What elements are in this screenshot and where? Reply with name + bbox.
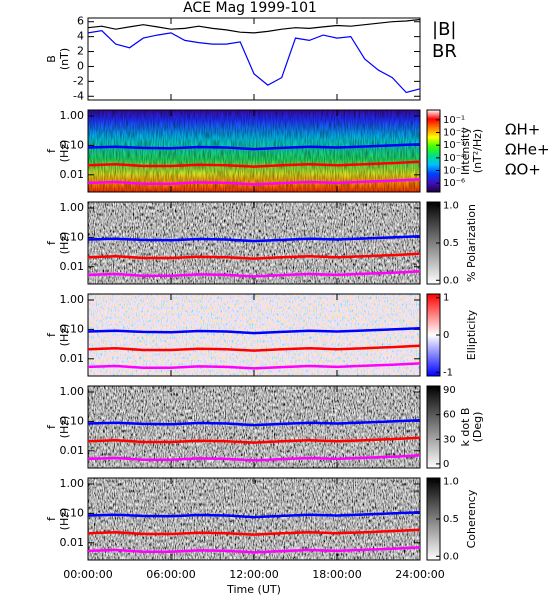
y-axis-label: f: [45, 148, 58, 153]
colorbar-label: (Deg): [471, 412, 484, 443]
colorbar-tick-label: 30: [443, 434, 456, 445]
y-tick-label: 1.00: [60, 293, 85, 306]
data-line: [87, 528, 421, 536]
colorbar-tick-label: 10⁻¹: [443, 115, 465, 126]
y-tick-label: 2: [77, 45, 84, 58]
colorbar-tick-label: 0: [443, 330, 449, 341]
colorbar-label: Coherency: [465, 489, 478, 548]
data-line: [87, 30, 421, 94]
colorbar-tick-label: 10⁻²: [443, 128, 465, 139]
y-axis-label: (Hz): [58, 508, 71, 531]
y-axis-label: (nT): [58, 48, 71, 70]
y-axis-label: B: [45, 55, 58, 63]
colorbar: [426, 385, 441, 469]
y-tick-label: -2: [73, 74, 84, 87]
spectrogram-texture: [88, 110, 420, 192]
colorbar-tick-label: 90: [443, 385, 456, 396]
data-line: [87, 252, 421, 260]
data-line: [87, 178, 421, 186]
data-line: [87, 510, 421, 519]
y-axis-label: (Hz): [58, 140, 71, 163]
colorbar-tick-label: 10⁻⁶: [443, 178, 465, 189]
y-axis-label: f: [45, 240, 58, 245]
colorbar-tick-label: 10⁻⁴: [443, 153, 465, 164]
data-line: [87, 234, 421, 243]
y-tick-label: 1.00: [60, 201, 85, 214]
spectrogram-image: [88, 294, 420, 376]
y-tick-label: 0.10: [60, 230, 85, 243]
legend-label: BR: [432, 41, 457, 62]
data-line: [87, 362, 421, 370]
y-axis-label: (Hz): [58, 232, 71, 255]
data-line: [87, 454, 421, 462]
y-tick-label: 0: [77, 59, 84, 72]
y-axis-label: f: [45, 516, 58, 521]
y-tick-label: 0.01: [60, 536, 85, 549]
y-tick-label: 0.10: [60, 506, 85, 519]
y-tick-label: 0.10: [60, 138, 85, 151]
data-line: [87, 270, 421, 278]
y-tick-label: 0.10: [60, 322, 85, 335]
data-line: [87, 326, 421, 335]
x-tick-label: 24:00:00: [395, 568, 444, 581]
chart-title: ACE Mag 1999-101: [183, 0, 317, 16]
colorbar-label: % Polarization: [465, 204, 478, 282]
x-tick-label: 18:00:00: [312, 568, 361, 581]
colorbar-tick-label: 0.5: [443, 238, 459, 249]
data-line: [87, 418, 421, 427]
colorbar-label: (nT²/Hz): [471, 129, 484, 173]
plot-frame: [87, 17, 421, 101]
data-line: [87, 436, 421, 444]
y-axis-label: (Hz): [58, 324, 71, 347]
legend-label: |B|: [432, 19, 456, 40]
colorbar-tick-label: 0.0: [443, 551, 459, 562]
y-tick-label: 1.00: [60, 109, 85, 122]
y-tick-label: 0.01: [60, 260, 85, 273]
colorbar-tick-label: 0.0: [443, 275, 459, 286]
y-tick-label: 1.00: [60, 385, 85, 398]
colorbar-label: k dot B: [459, 408, 472, 447]
data-line: [87, 18, 421, 34]
x-axis-label: Time (UT): [226, 583, 281, 596]
y-tick-label: 0.10: [60, 414, 85, 427]
y-tick-label: 0.01: [60, 352, 85, 365]
legend-label: ΩO+: [505, 161, 541, 179]
y-axis-label: f: [45, 424, 58, 429]
data-line: [87, 344, 421, 352]
colorbar-tick-label: 1: [443, 293, 449, 304]
y-tick-label: 6: [77, 15, 84, 28]
data-line: [87, 160, 421, 168]
colorbar-label: Ellipticity: [465, 309, 478, 360]
y-tick-label: 0.01: [60, 444, 85, 457]
colorbar-label: Intensity: [459, 127, 472, 175]
y-tick-label: -4: [73, 89, 84, 102]
legend-label: ΩHe+: [505, 141, 550, 159]
x-tick-label: 00:00:00: [63, 568, 112, 581]
colorbar-tick-label: 0: [443, 459, 449, 470]
y-axis-label: (Hz): [58, 416, 71, 439]
colorbar-tick-label: 1.0: [443, 477, 459, 488]
colorbar-tick-label: 10⁻³: [443, 140, 465, 151]
y-tick-label: 1.00: [60, 477, 85, 490]
colorbar-tick-label: 1.0: [443, 201, 459, 212]
colorbar-tick-label: -1: [443, 367, 453, 378]
x-tick-label: 06:00:00: [146, 568, 195, 581]
colorbar-tick-label: 60: [443, 410, 456, 421]
x-tick-label: 12:00:00: [229, 568, 278, 581]
data-line: [87, 546, 421, 554]
y-tick-label: 4: [77, 30, 84, 43]
legend-label: ΩH+: [505, 121, 540, 139]
y-axis-label: f: [45, 332, 58, 337]
colorbar-tick-label: 10⁻⁵: [443, 165, 465, 176]
y-tick-label: 0.01: [60, 168, 85, 181]
data-line: [87, 142, 421, 151]
spectrogram-image: [88, 202, 420, 284]
colorbar: [426, 109, 441, 193]
colorbar-tick-label: 0.5: [443, 514, 459, 525]
spectrogram-image: [88, 386, 420, 468]
spectrogram-image: [88, 478, 420, 560]
